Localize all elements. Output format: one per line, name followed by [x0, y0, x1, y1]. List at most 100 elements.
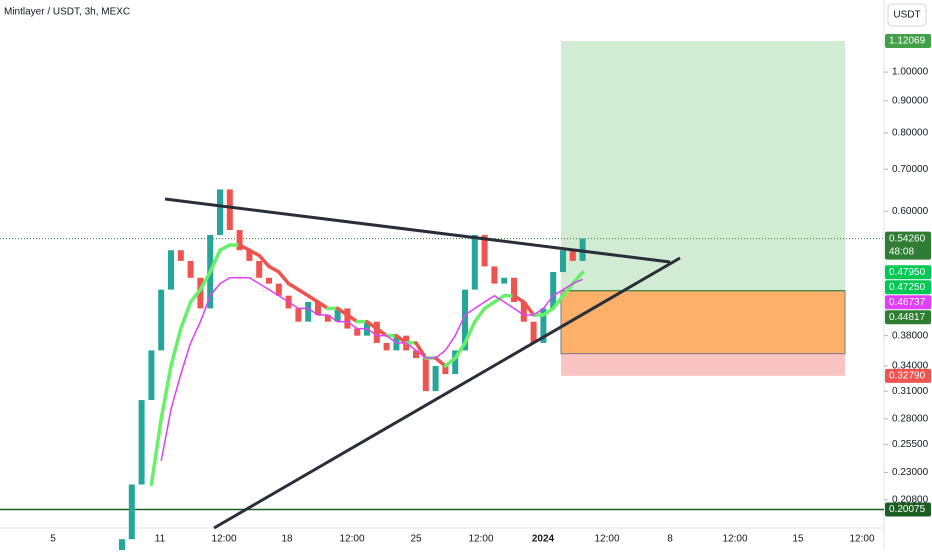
ema-segment	[512, 293, 526, 304]
candle-body	[491, 266, 498, 284]
x-tick-label: 12:00	[849, 534, 874, 545]
x-tick-label: 8	[667, 534, 673, 545]
candle-body	[511, 277, 517, 302]
candle-body	[158, 289, 165, 351]
ema-segment	[433, 356, 448, 368]
price-tag-label: 0.44817	[889, 312, 926, 323]
currency-button[interactable]	[887, 3, 927, 27]
x-tick-label: 12:00	[339, 534, 364, 545]
candle-body	[324, 314, 331, 322]
candle-body	[128, 484, 135, 540]
ema-segment	[541, 306, 555, 317]
candle-body	[530, 321, 537, 343]
candle-body	[295, 308, 302, 322]
candle-body	[560, 250, 566, 273]
candle-body	[315, 301, 321, 315]
candle-body	[226, 189, 233, 231]
y-tick-label: 0.31000	[892, 386, 929, 397]
trend-line-upper	[164, 197, 671, 264]
currency-label[interactable]: USDT	[893, 10, 920, 21]
candle-body	[246, 250, 253, 261]
x-tick-label: 12:00	[594, 534, 619, 545]
candle-body	[119, 539, 125, 555]
ema-segment	[198, 270, 212, 292]
ema-segment	[316, 300, 330, 311]
ema-segment	[208, 248, 222, 274]
candle-body	[148, 350, 155, 401]
price-tag	[885, 295, 931, 310]
ema-segment	[453, 341, 467, 360]
candle-body	[187, 260, 194, 278]
candle-body	[462, 289, 468, 351]
candle-body	[236, 230, 243, 251]
ema-segment	[522, 300, 536, 317]
candle-body	[354, 328, 361, 336]
ema-segment	[237, 243, 252, 252]
ema-segment	[159, 364, 173, 421]
ema-segment	[277, 270, 291, 286]
candle-body	[471, 234, 478, 290]
ema-segment	[149, 417, 163, 487]
y-tick-label: 0.20800	[892, 494, 929, 505]
candle-body	[540, 308, 547, 343]
price-tag	[885, 310, 931, 325]
price-tag-label: 0.32790	[889, 370, 926, 381]
price-axis: 1.00000 0.90000 0.80000 0.70000 0.60000 0.380…	[884, 34, 931, 517]
y-tick-label: 0.34000	[892, 361, 929, 372]
price-tag	[885, 280, 931, 295]
candle-body	[197, 277, 204, 309]
ema-segment	[443, 356, 457, 368]
ema-segment	[306, 293, 320, 304]
ema-segment	[188, 287, 203, 304]
position-tool	[560, 41, 846, 376]
x-tick-label: 12:00	[722, 534, 747, 545]
y-tick-label: 1.00000	[892, 67, 929, 78]
ema-segment	[463, 319, 477, 345]
ema-segment	[179, 300, 193, 331]
ema-segment	[247, 248, 261, 258]
x-tick-label: 5	[50, 534, 56, 545]
chart-title: Mintlayer / USDT, 3h, MEXC	[4, 7, 130, 18]
candle-body	[168, 250, 174, 290]
candle-body	[569, 250, 576, 261]
x-tick-label: 12:00	[468, 534, 493, 545]
price-tag-label: 0.47950	[889, 267, 926, 278]
candle-body	[422, 358, 429, 392]
candle-body	[334, 308, 341, 322]
candle-body	[550, 272, 557, 309]
ema-segment	[286, 281, 301, 292]
candle-body	[413, 350, 419, 359]
ema-segment	[561, 281, 575, 298]
ema-segment	[257, 253, 271, 269]
ema-segment	[473, 306, 487, 324]
candle-body	[432, 365, 439, 392]
ema-segment	[335, 306, 350, 317]
candle-body	[383, 342, 390, 351]
y-tick-label: 0.60000	[892, 206, 929, 217]
x-tick-label: 18	[281, 534, 293, 545]
ma-line	[160, 277, 583, 461]
ema-segment	[551, 293, 565, 311]
ema-segment	[414, 341, 428, 360]
candle-body	[481, 234, 488, 267]
ema-segment	[267, 264, 281, 274]
price-tag-label: 0.54260	[889, 233, 926, 244]
price-tag	[885, 265, 931, 280]
price-tag	[885, 368, 931, 383]
price-tag-label: 0.20075	[889, 504, 926, 515]
y-tick-label: 0.90000	[892, 95, 929, 106]
candle-body	[442, 365, 449, 375]
countdown: 48:08	[889, 246, 914, 257]
candle-body	[305, 301, 312, 322]
y-tick-label: 0.28000	[892, 413, 929, 424]
price-tag	[885, 34, 931, 49]
candle-body	[177, 250, 184, 261]
price-tag-label: 0.46737	[889, 297, 926, 308]
ema-segment	[571, 270, 585, 286]
x-tick-label: 12:00	[211, 534, 236, 545]
price-tag	[885, 502, 931, 517]
price-tag	[885, 231, 931, 260]
x-tick-label: 15	[792, 534, 804, 545]
